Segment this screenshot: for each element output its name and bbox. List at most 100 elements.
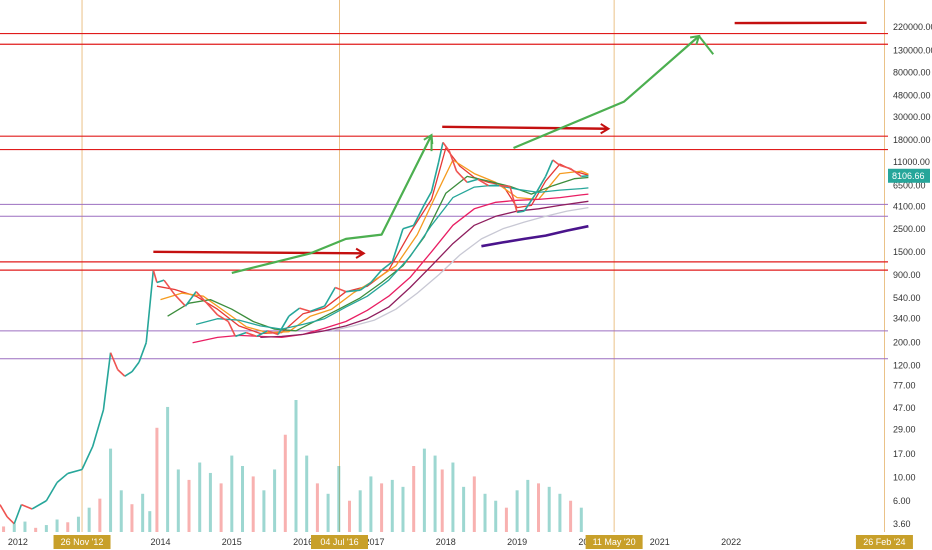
volume-bar: [422, 448, 426, 532]
x-axis[interactable]: 2012201420152016201720182019202020212022…: [8, 535, 913, 549]
volume-bar: [315, 483, 319, 532]
volume-bar: [451, 462, 455, 532]
y-tick-label: 29.00: [893, 425, 916, 435]
moving-average-line: [260, 200, 589, 339]
volume-bar: [401, 486, 405, 532]
price-segment: [67, 468, 83, 475]
date-marker-label: 26 Nov '12: [61, 537, 104, 547]
volume-bar: [494, 500, 498, 532]
volume-bar: [2, 526, 6, 532]
y-tick-label: 120.00: [893, 361, 921, 371]
price-segment: [184, 291, 197, 307]
price-segment: [402, 224, 414, 230]
price-segment: [206, 302, 219, 316]
volume-bar: [369, 476, 373, 532]
price-segment: [235, 331, 247, 338]
x-tick-label: 2019: [507, 537, 527, 547]
x-tick-label: 2015: [222, 537, 242, 547]
volume-bar: [230, 455, 234, 532]
y-tick-label: 80000.00: [893, 68, 931, 78]
price-segment: [13, 504, 23, 525]
price-segment: [570, 167, 582, 178]
price-segment: [544, 159, 554, 177]
y-tick-label: 6.00: [893, 496, 911, 506]
y-tick-label: 2500.00: [893, 224, 926, 234]
volume-bar: [558, 493, 562, 532]
volume-bar: [262, 490, 266, 532]
volume-bar: [305, 455, 309, 532]
price-segment: [381, 261, 393, 271]
date-marker-badge: [585, 535, 643, 549]
volume-bar: [294, 400, 298, 532]
price-segment: [256, 330, 268, 338]
price-segment: [91, 409, 105, 447]
red-arrow-line: [153, 250, 364, 255]
price-segment: [217, 314, 229, 323]
date-marker-badge: [53, 535, 111, 549]
volume-bar: [141, 493, 145, 532]
price-segment: [442, 141, 450, 152]
price-segment: [145, 270, 155, 343]
price-segment: [227, 321, 237, 337]
volume-bar: [440, 469, 444, 532]
volume-bar: [537, 483, 541, 532]
price-segment: [0, 504, 8, 518]
volume-bar: [515, 490, 519, 532]
y-tick-label: 30000.00: [893, 112, 931, 122]
price-segment: [195, 291, 208, 304]
grid-layer: [81, 0, 885, 532]
x-tick-label: 2022: [721, 537, 741, 547]
y-tick-label: 3.60: [893, 519, 911, 529]
price-segment: [477, 178, 489, 187]
price-segment: [334, 286, 347, 293]
volume-bar: [547, 486, 551, 532]
x-tick-label: 2017: [364, 537, 384, 547]
volume-bar: [148, 511, 152, 532]
price-segment: [6, 516, 15, 525]
date-marker-badge: [311, 535, 369, 549]
volume-bar: [337, 466, 341, 532]
volume-bar: [462, 486, 466, 532]
volume-bar: [12, 523, 16, 532]
price-segment: [109, 352, 119, 370]
price-segment: [156, 279, 165, 284]
x-tick-label: 2016: [293, 537, 313, 547]
price-segment: [299, 307, 311, 313]
price-segment: [523, 194, 536, 212]
price-segment: [391, 228, 404, 263]
date-marker-label: 04 Jul '16: [320, 537, 358, 547]
price-segment: [288, 307, 301, 317]
y-tick-label: 6500.00: [893, 181, 926, 191]
volume-layer: [2, 400, 583, 532]
y-axis[interactable]: 3.60 6.00 10.00 17.00 29.00 47.00 77.00 120.00 2…: [888, 22, 932, 529]
volume-bar: [119, 490, 123, 532]
moving-average-line: [331, 206, 589, 332]
volume-bar: [326, 493, 330, 532]
price-segment: [245, 331, 258, 338]
volume-bar: [380, 483, 384, 532]
arrow-layer: [153, 21, 867, 274]
volume-bar: [155, 427, 159, 532]
volume-bar: [433, 455, 437, 532]
volume-bar: [98, 498, 102, 532]
date-marker-label: 26 Feb '24: [863, 537, 905, 547]
date-marker-badge: [855, 535, 913, 549]
current-price-label: 8106.66: [892, 171, 925, 181]
volume-bar: [166, 406, 170, 532]
price-segment: [423, 191, 433, 205]
y-tick-label: 47.00: [893, 403, 916, 413]
volume-bar: [66, 522, 70, 532]
price-segment: [412, 203, 426, 226]
price-segment: [559, 164, 571, 170]
date-marker-label: 11 May '20: [593, 537, 636, 547]
price-segment: [277, 315, 290, 335]
volume-bar: [23, 521, 27, 532]
price-segment: [534, 175, 547, 196]
price-segment: [516, 210, 525, 214]
price-segment: [359, 281, 372, 291]
volume-bar: [76, 516, 80, 532]
green-arrow-line: [513, 35, 700, 150]
price-segment: [267, 330, 279, 336]
